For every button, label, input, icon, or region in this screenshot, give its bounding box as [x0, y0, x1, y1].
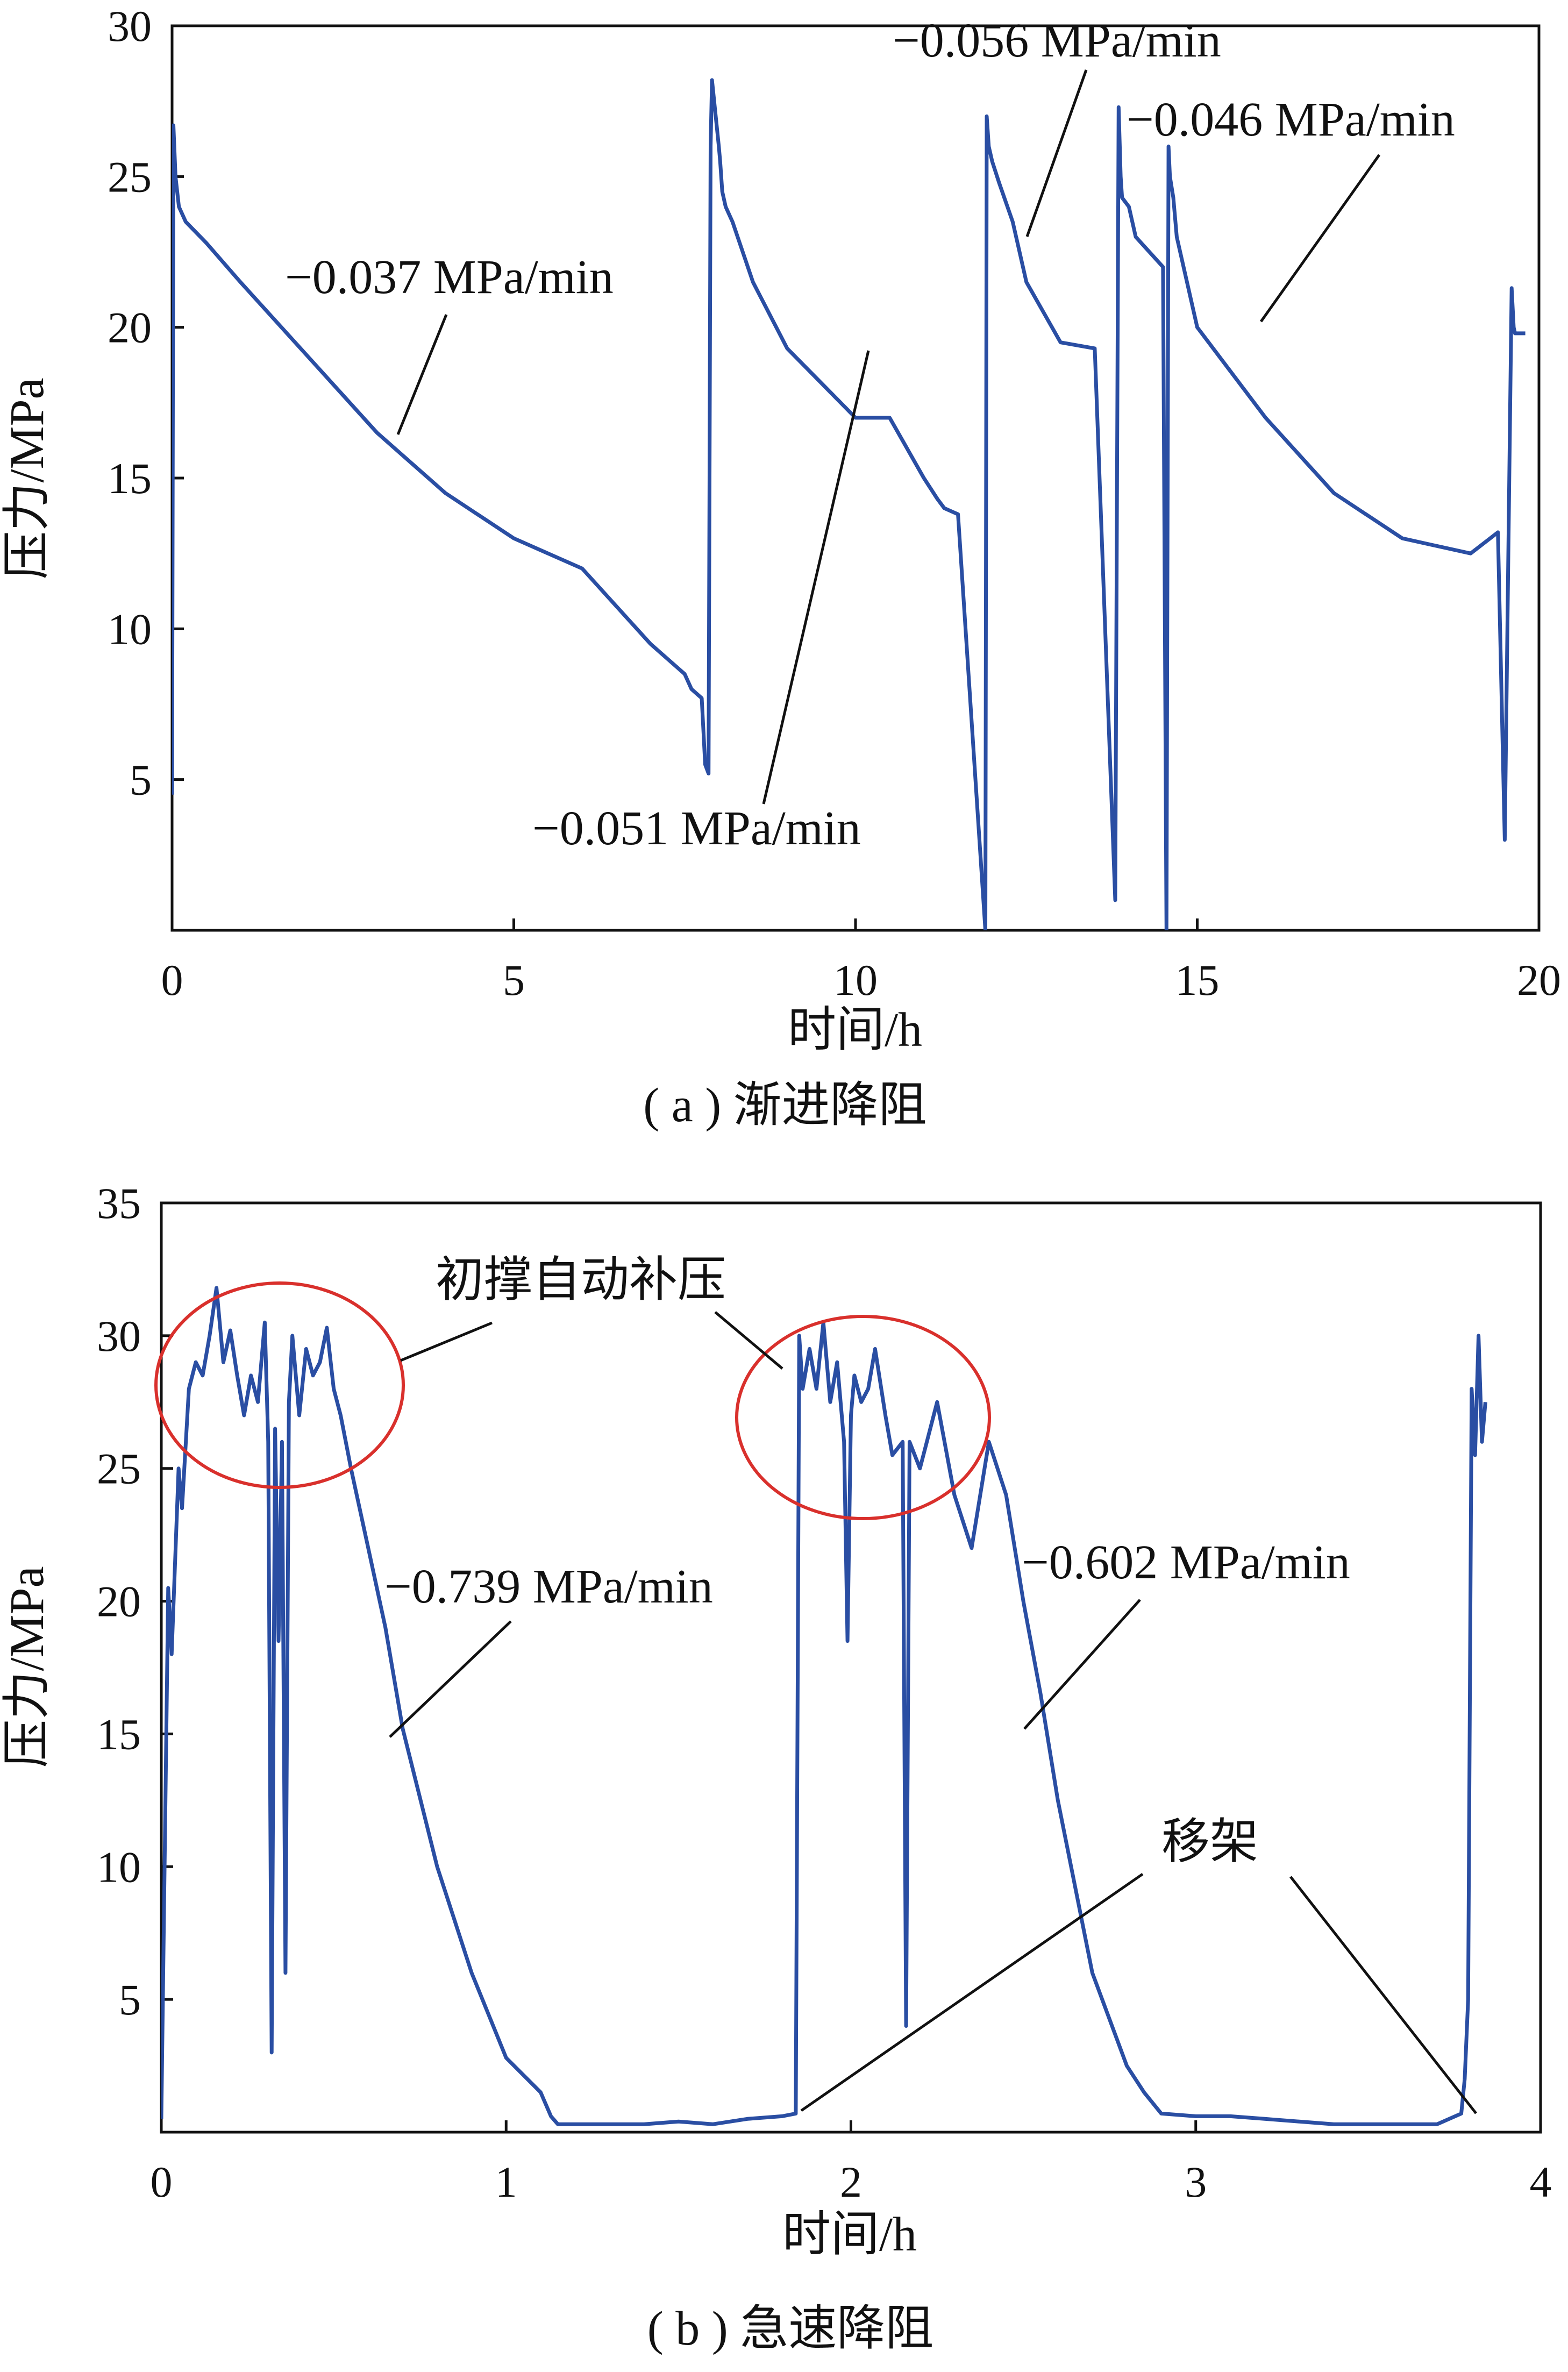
y-axis-label: 压力/MPa: [1, 377, 54, 579]
x-axis-label: 时间/h: [782, 2208, 917, 2261]
chart-panel-a: 0 5 10 15 20 5 10 15 20 25 30 时间/h 压力/MPa ( a ) 渐进降阻 −…: [1, 2, 1561, 1132]
y-tick-label: 15: [97, 1709, 141, 1758]
series-line: [172, 78, 1526, 930]
annotation-leader: [1259, 154, 1381, 323]
annotation-leader: [1289, 1876, 1477, 2114]
y-tick-label: 25: [108, 152, 152, 201]
annotation-leader: [396, 314, 448, 435]
annotation-leader: [1023, 1599, 1141, 1730]
annotation-label: −0.037 MPa/min: [285, 251, 614, 304]
chart-panel-b: 0 1 2 3 4 5 10 15 20 25 30 35 时间/h 压力/MPa ( b ) 急速降阻 初撑…: [1, 1179, 1552, 2355]
annotation-leader: [762, 350, 870, 804]
panel-caption: ( b ) 急速降阻: [647, 2302, 933, 2355]
y-tick-label: 10: [108, 604, 152, 653]
y-tick-label: 30: [108, 2, 152, 51]
x-tick-label: 0: [151, 2157, 173, 2206]
y-tick-label: 5: [130, 756, 152, 804]
panel-caption: ( a ) 渐进降阻: [643, 1079, 926, 1132]
y-axis-label: 压力/MPa: [1, 1566, 54, 1768]
y-tick-label: 15: [108, 454, 152, 503]
highlight-circle: [735, 1315, 991, 1520]
x-axis-label: 时间/h: [788, 1003, 922, 1057]
x-tick-label: 10: [833, 956, 878, 1005]
x-tick-label: 1: [495, 2157, 517, 2206]
x-tick-label: 4: [1530, 2157, 1552, 2206]
y-tick-label: 35: [97, 1179, 141, 1228]
y-tick-label: 30: [97, 1312, 141, 1360]
y-tick-label: 20: [108, 303, 152, 352]
x-tick-label: 0: [161, 956, 183, 1005]
annotation-leader: [714, 1311, 783, 1370]
y-tick-label: 25: [97, 1444, 141, 1493]
x-tick-label: 2: [840, 2157, 862, 2206]
annotation-label: −0.051 MPa/min: [532, 802, 861, 855]
x-tick-label: 15: [1175, 956, 1220, 1005]
annotation-label: −0.602 MPa/min: [1022, 1536, 1350, 1589]
y-tick-label: 5: [119, 1975, 141, 2024]
annotation-leader: [400, 1321, 493, 1362]
series-line: [161, 1286, 1487, 2126]
y-tick-label: 20: [97, 1577, 141, 1626]
annotation-label: −0.739 MPa/min: [384, 1560, 713, 1613]
highlight-circle: [154, 1281, 405, 1489]
x-tick-label: 5: [503, 956, 525, 1005]
plot-frame: [160, 1201, 1542, 2134]
x-tick-label: 3: [1185, 2157, 1207, 2206]
annotation-label: 移架: [1161, 1815, 1258, 1869]
annotation-leader: [389, 1620, 512, 1738]
x-tick-label: 20: [1517, 956, 1561, 1005]
y-tick-label: 10: [97, 1842, 141, 1891]
annotation-label: −0.056 MPa/min: [893, 14, 1221, 67]
plot-frame: [170, 24, 1541, 932]
annotation-label: −0.046 MPa/min: [1127, 93, 1455, 146]
annotation-leader: [800, 1872, 1144, 2112]
annotation-leader: [1025, 69, 1088, 237]
annotation-label: 初撑自动补压: [436, 1253, 726, 1307]
